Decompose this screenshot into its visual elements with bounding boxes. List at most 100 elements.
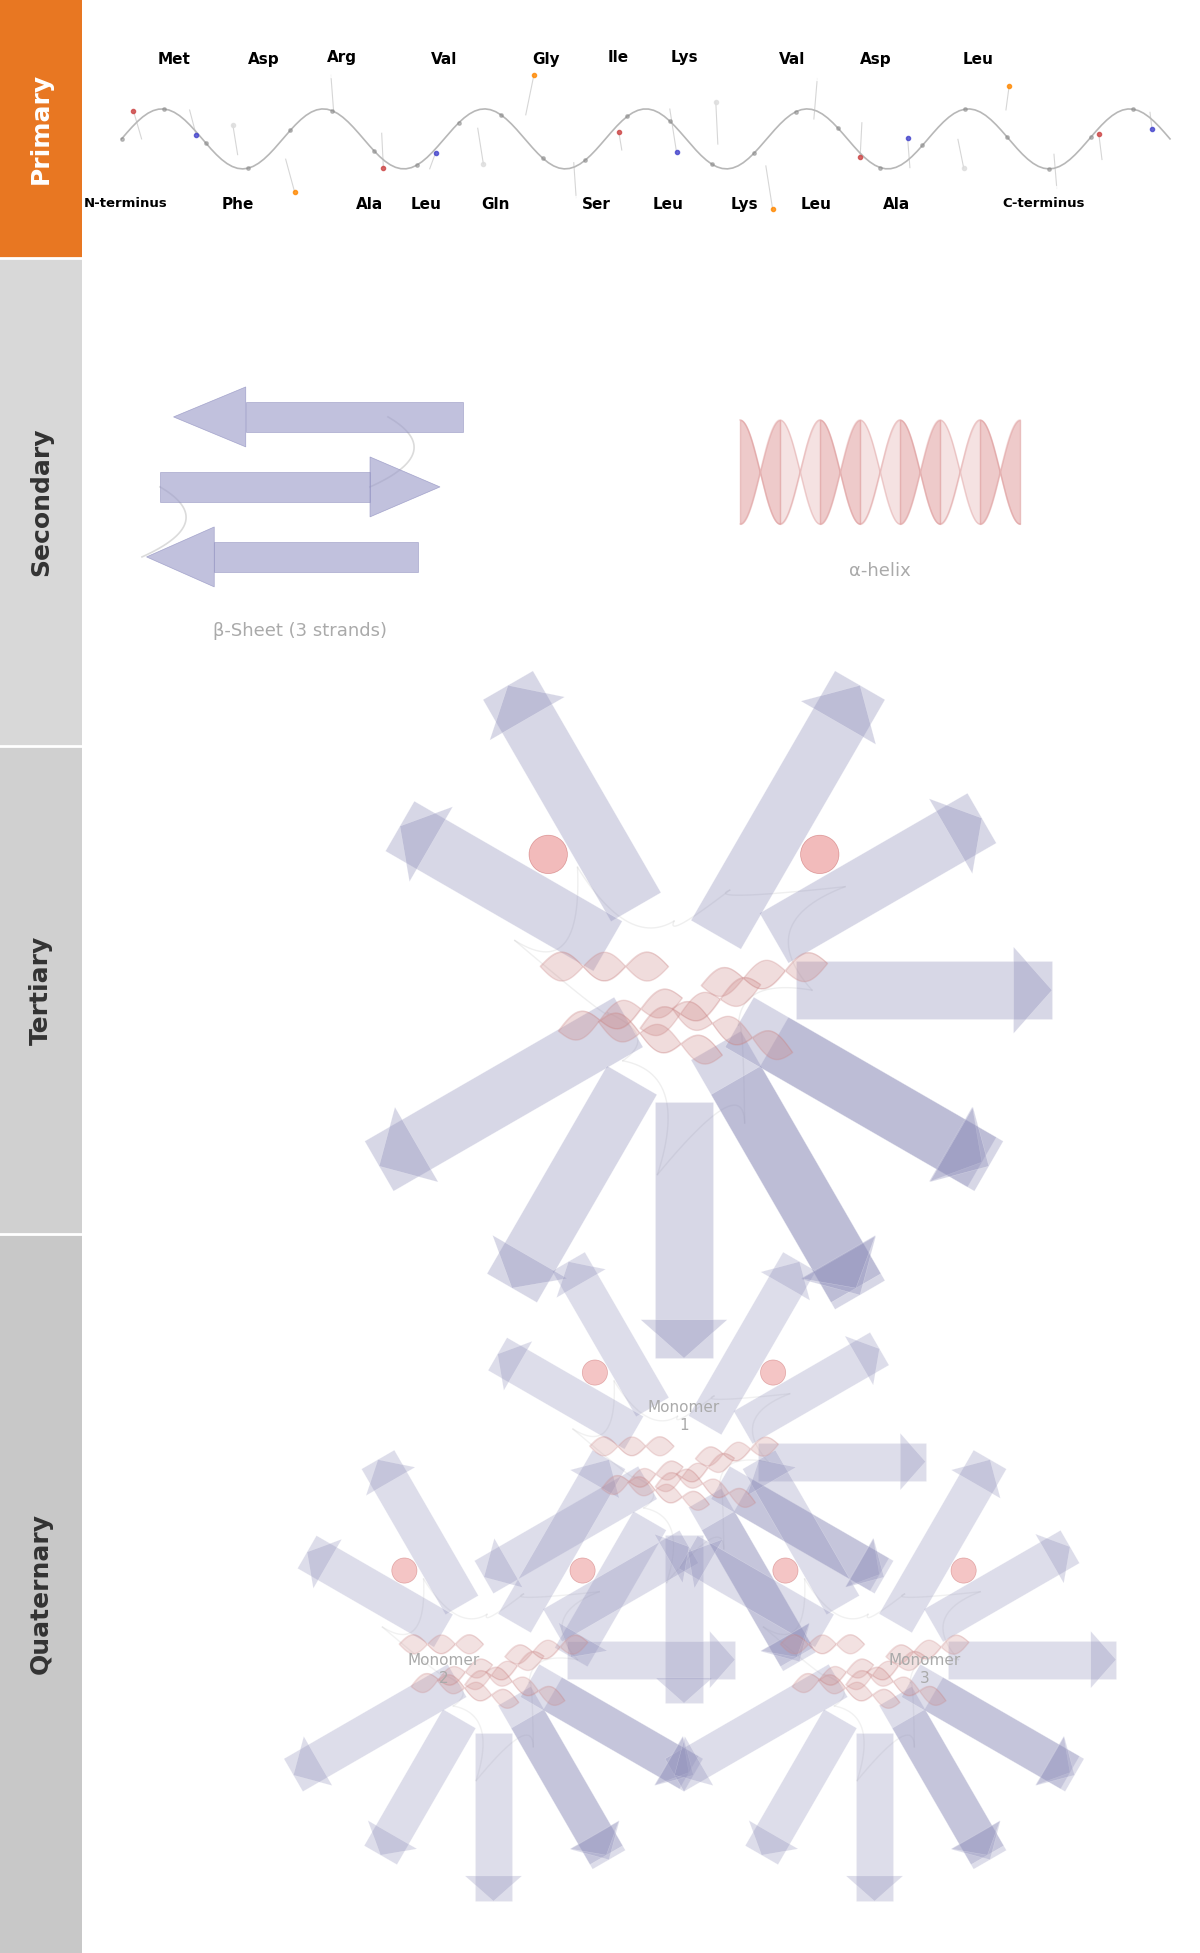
Bar <box>246 402 462 432</box>
Circle shape <box>570 1558 595 1584</box>
Polygon shape <box>365 1709 475 1865</box>
Polygon shape <box>679 1535 834 1646</box>
Polygon shape <box>760 1018 996 1187</box>
Polygon shape <box>361 1451 479 1615</box>
Text: Tertiary: Tertiary <box>29 935 53 1045</box>
Polygon shape <box>952 1820 1001 1859</box>
Polygon shape <box>365 998 643 1191</box>
Polygon shape <box>400 807 452 881</box>
Polygon shape <box>893 1709 1003 1865</box>
Text: Arg: Arg <box>328 49 358 64</box>
Polygon shape <box>307 1539 342 1588</box>
Polygon shape <box>544 1678 698 1789</box>
Polygon shape <box>655 1101 713 1357</box>
Polygon shape <box>688 1539 722 1588</box>
Polygon shape <box>498 1451 625 1633</box>
Polygon shape <box>655 1678 713 1703</box>
Bar <box>0 258 82 746</box>
Polygon shape <box>370 457 440 518</box>
Polygon shape <box>712 1066 881 1303</box>
Polygon shape <box>566 1641 734 1678</box>
Polygon shape <box>554 1512 666 1666</box>
Polygon shape <box>552 1252 668 1416</box>
Polygon shape <box>1036 1736 1070 1785</box>
Polygon shape <box>284 1664 467 1791</box>
Polygon shape <box>1014 947 1052 1033</box>
Text: Primary: Primary <box>29 74 53 184</box>
Polygon shape <box>511 1709 623 1865</box>
Polygon shape <box>1036 1533 1070 1584</box>
Polygon shape <box>733 1332 889 1443</box>
Text: N-terminus: N-terminus <box>84 197 168 209</box>
Polygon shape <box>490 686 565 740</box>
Polygon shape <box>484 1539 523 1588</box>
Polygon shape <box>761 1623 810 1658</box>
Polygon shape <box>558 1623 607 1658</box>
Polygon shape <box>521 1664 703 1791</box>
Text: Leu: Leu <box>800 197 832 211</box>
Polygon shape <box>298 1535 452 1646</box>
Polygon shape <box>570 1820 619 1859</box>
Polygon shape <box>488 1338 643 1449</box>
Text: Ala: Ala <box>356 197 383 211</box>
Polygon shape <box>710 1467 894 1594</box>
Circle shape <box>391 1558 416 1584</box>
Polygon shape <box>655 1736 694 1785</box>
Polygon shape <box>900 1434 925 1490</box>
Polygon shape <box>930 1107 989 1182</box>
Polygon shape <box>709 1631 734 1687</box>
Text: Lys: Lys <box>730 197 758 211</box>
Text: Leu: Leu <box>653 197 684 211</box>
Bar <box>0 746 82 1234</box>
Polygon shape <box>466 1877 522 1900</box>
Polygon shape <box>845 1336 880 1385</box>
Polygon shape <box>800 1236 876 1295</box>
Polygon shape <box>929 799 982 873</box>
Text: Gln: Gln <box>481 197 510 211</box>
Polygon shape <box>948 1641 1116 1678</box>
Text: Asp: Asp <box>860 53 892 66</box>
Polygon shape <box>379 1107 438 1182</box>
Polygon shape <box>654 1533 689 1584</box>
Polygon shape <box>498 1342 533 1391</box>
Polygon shape <box>689 1488 816 1672</box>
Polygon shape <box>733 1480 889 1592</box>
Text: Val: Val <box>431 53 457 66</box>
Text: Quaternary: Quaternary <box>29 1514 53 1674</box>
Polygon shape <box>760 793 996 963</box>
Polygon shape <box>641 1320 727 1357</box>
Polygon shape <box>474 1732 512 1900</box>
Polygon shape <box>1091 1631 1116 1687</box>
Polygon shape <box>385 801 622 971</box>
Text: Secondary: Secondary <box>29 428 53 576</box>
Polygon shape <box>474 1467 658 1594</box>
Text: Lys: Lys <box>670 49 698 64</box>
Text: Val: Val <box>779 53 805 66</box>
Polygon shape <box>557 1262 606 1297</box>
Text: Ile: Ile <box>607 51 629 64</box>
Bar <box>0 1234 82 1953</box>
Text: Monomer
1: Monomer 1 <box>648 1400 720 1434</box>
Polygon shape <box>761 1623 810 1662</box>
Polygon shape <box>845 1539 880 1588</box>
Polygon shape <box>929 1107 982 1182</box>
Text: Monomer
2: Monomer 2 <box>407 1654 480 1685</box>
Polygon shape <box>725 998 1003 1191</box>
Polygon shape <box>901 1664 1084 1791</box>
Bar <box>160 473 370 502</box>
Polygon shape <box>665 1535 703 1703</box>
Text: Ser: Ser <box>582 197 611 211</box>
Polygon shape <box>691 1031 884 1309</box>
Polygon shape <box>368 1820 416 1855</box>
Polygon shape <box>856 1732 894 1900</box>
Polygon shape <box>294 1736 332 1785</box>
Polygon shape <box>689 1252 816 1435</box>
Text: Met: Met <box>157 53 191 66</box>
Polygon shape <box>498 1687 625 1869</box>
Polygon shape <box>796 961 1052 1019</box>
Polygon shape <box>743 1451 859 1615</box>
Polygon shape <box>691 672 884 949</box>
Polygon shape <box>846 1877 902 1900</box>
Polygon shape <box>674 1736 713 1785</box>
Polygon shape <box>924 1531 1080 1642</box>
